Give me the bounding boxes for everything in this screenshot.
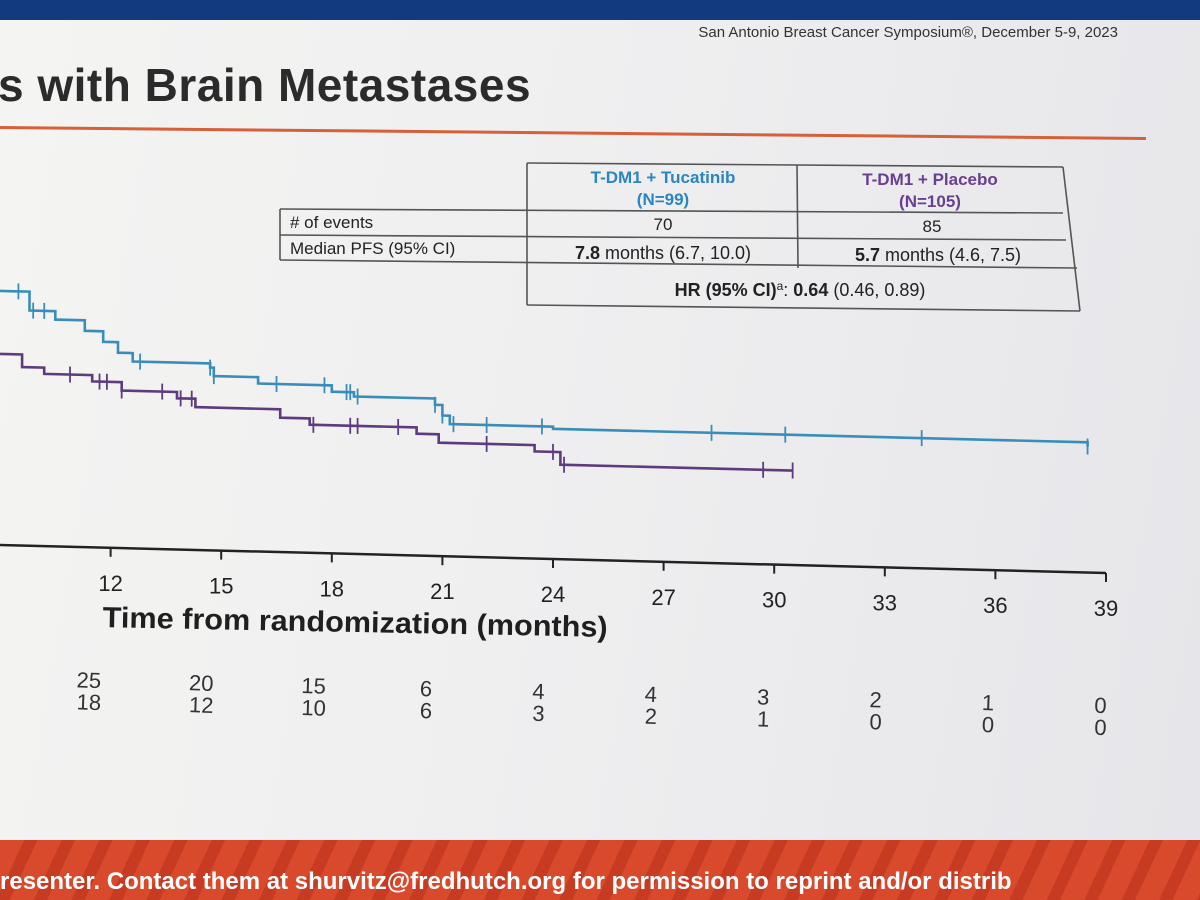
x-tick-label: 27 [651,585,675,610]
footer-bar [0,840,1200,900]
col1-header: T-DM1 + Tucatinib [591,168,736,187]
at-risk-placebo: 12 [189,692,214,718]
median-placebo: 5.7 months (4.6, 7.5) [855,245,1021,265]
footer-text: resenter. Contact them at shurvitz@fredh… [0,868,1012,895]
x-tick-label: 15 [209,574,233,599]
at-risk-placebo: 3 [532,701,545,726]
at-risk-tucatinib: 4 [532,679,545,704]
at-risk-placebo: 1 [757,706,770,731]
x-tick-label: 30 [762,588,786,613]
at-risk-tucatinib: 3 [757,684,770,709]
col1-n: (N=99) [637,190,689,209]
at-risk-tucatinib: 4 [644,682,657,707]
at-risk-placebo: 2 [644,704,657,729]
slide-title: s with Brain Metastases [0,59,532,111]
at-risk-tucatinib: 25 [76,667,101,693]
at-risk-tucatinib: 15 [301,673,326,699]
at-risk-placebo: 0 [1094,715,1107,740]
x-tick-label: 12 [98,571,122,596]
median-tucatinib: 7.8 months (6.7, 10.0) [575,243,751,263]
at-risk-tucatinib: 6 [420,676,433,701]
x-tick-label: 33 [873,590,897,615]
curve-tucatinib [0,289,1089,447]
row-events-label: # of events [290,213,373,232]
x-tick-label: 39 [1094,596,1118,621]
x-axis-label: Time from randomization (months) [102,602,608,644]
events-tucatinib: 70 [654,215,673,234]
curve-placebo [0,352,793,472]
x-tick-label: 36 [983,593,1007,618]
x-tick-label: 21 [430,579,454,604]
slide [0,18,1200,848]
at-risk-placebo: 6 [420,698,433,723]
at-risk-tucatinib: 0 [1094,693,1107,718]
at-risk-placebo: 18 [76,689,101,715]
at-risk-tucatinib: 1 [982,690,995,715]
summary-table: T-DM1 + Tucatinib (N=99) T-DM1 + Placebo… [279,162,1081,312]
hazard-ratio: HR (95% CI)a: 0.64 (0.46, 0.89) [675,279,926,300]
at-risk-tucatinib: 20 [189,670,214,696]
top-strip [0,0,1200,20]
col2-header: T-DM1 + Placebo [862,170,998,189]
conference-label: San Antonio Breast Cancer Symposium®, De… [698,24,1118,41]
x-axis: 12 15 18 21 24 27 30 33 36 39 [0,543,1118,621]
at-risk-placebo: 0 [869,709,882,734]
at-risk-placebo: 10 [301,695,326,721]
at-risk-tucatinib: 2 [869,687,882,712]
col2-n: (N=105) [899,192,961,211]
at-risk-placebo: 0 [982,712,995,737]
row-median-label: Median PFS (95% CI) [290,239,455,258]
x-tick-label: 24 [541,582,565,607]
km-curves [0,283,1089,479]
x-tick-label: 18 [320,576,344,601]
events-placebo: 85 [923,217,942,236]
